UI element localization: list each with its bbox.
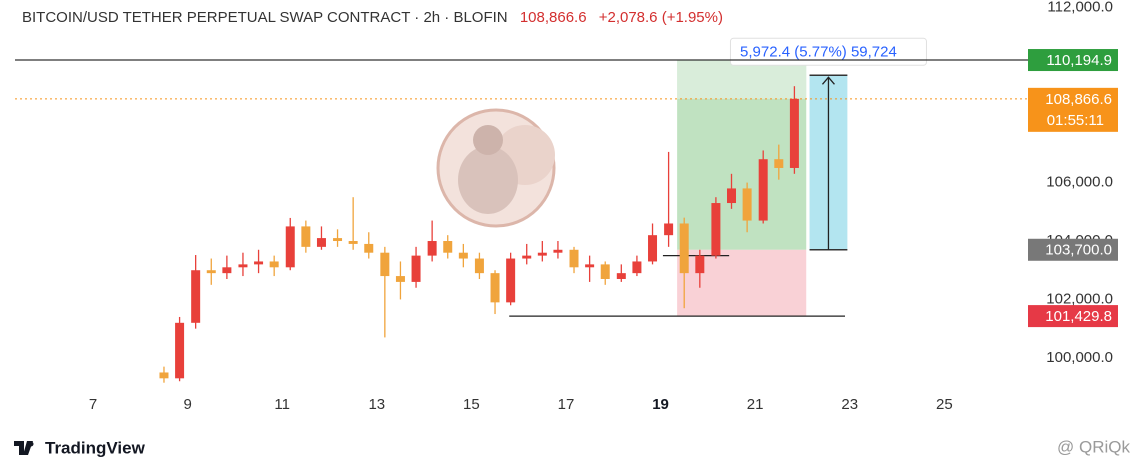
price-label: 101,429.8 (1045, 308, 1112, 325)
candle-body (664, 223, 674, 236)
candle-body (427, 241, 437, 256)
candle-body (443, 241, 453, 253)
candle-body (411, 255, 421, 282)
candle-body (695, 255, 705, 274)
footer-brand: TradingView (45, 438, 146, 457)
candle-body (395, 276, 405, 282)
price-change: +2,078.6 (+1.95%) (599, 9, 723, 26)
candle-body (522, 255, 532, 259)
candle-body (600, 264, 610, 279)
candle-body (774, 159, 784, 168)
candle-body (175, 322, 185, 379)
candle-body (474, 258, 484, 274)
candle-body (789, 98, 799, 168)
footer-logo (14, 441, 34, 455)
price-label-box (1028, 238, 1118, 261)
candle-body (616, 273, 626, 279)
candle-body (585, 264, 595, 268)
x-tick-label: 25 (936, 396, 953, 413)
plot: 5,972.4 (5.77%) 59,724 (15, 37, 1028, 383)
candle-body (238, 264, 248, 268)
watermark: @ QRiQk (1057, 437, 1130, 456)
candle-body (364, 243, 374, 253)
watermark-logo (436, 108, 556, 228)
candle-body (758, 159, 768, 221)
y-tick-label: 100,000.0 (1046, 349, 1113, 366)
y-tick-label: 102,000.0 (1046, 290, 1113, 307)
candle-body (285, 226, 295, 268)
last-price: 108,866.6 (520, 9, 587, 26)
candle-body (316, 238, 326, 247)
price-countdown: 01:55:11 (1047, 112, 1104, 129)
candle-body (632, 261, 642, 274)
y-tick-label: 112,000.0 (1047, 0, 1113, 15)
measure-arrowhead (821, 76, 835, 85)
x-tick-label: 23 (841, 396, 858, 413)
price-label-box (1028, 87, 1118, 132)
candle-body (537, 252, 547, 256)
candle-body (222, 267, 232, 274)
candle-body (553, 249, 563, 253)
candle-body (727, 188, 737, 204)
candle-body (458, 252, 468, 259)
position-open-profit (677, 60, 807, 99)
candle-body (348, 241, 358, 244)
price-label-box (1028, 49, 1118, 72)
price-label: 103,700.0 (1045, 242, 1112, 259)
chart-title: BITCOIN/USD TETHER PERPETUAL SWAP CONTRA… (22, 9, 508, 26)
measure-label-box (729, 37, 927, 66)
candle-body (569, 249, 579, 268)
measure-label: 5,972.4 (5.77%) 59,724 (740, 43, 897, 60)
price-label: 110,194.9 (1046, 52, 1112, 69)
candle-body (679, 223, 689, 274)
x-tick-label: 15 (463, 396, 480, 413)
position-target-zone (677, 60, 807, 250)
candle-body (742, 188, 752, 221)
x-tick-label: 21 (747, 396, 764, 413)
header: BITCOIN/USD TETHER PERPETUAL SWAP CONTRA… (22, 9, 723, 26)
candle-body (159, 372, 169, 379)
candle-body (490, 273, 500, 303)
candle-body (206, 270, 216, 274)
candle-body (711, 203, 721, 256)
x-tick-label: 9 (183, 396, 191, 413)
candle-body (269, 261, 279, 268)
candle-body (506, 258, 516, 303)
candle-body (380, 252, 390, 277)
candle-body (333, 238, 343, 242)
x-tick-label: 19 (652, 396, 669, 413)
candle-body (191, 270, 201, 323)
candle-body (254, 261, 264, 265)
price-label-box (1028, 305, 1118, 328)
x-tick-label: 11 (274, 396, 290, 413)
price-label: 108,866.6 (1045, 91, 1112, 108)
y-tick-label: 106,000.0 (1046, 174, 1113, 191)
candle-body (301, 226, 311, 247)
x-tick-label: 13 (368, 396, 385, 413)
x-tick-label: 17 (558, 396, 575, 413)
candle-body (648, 235, 658, 262)
x-tick-label: 7 (89, 396, 97, 413)
